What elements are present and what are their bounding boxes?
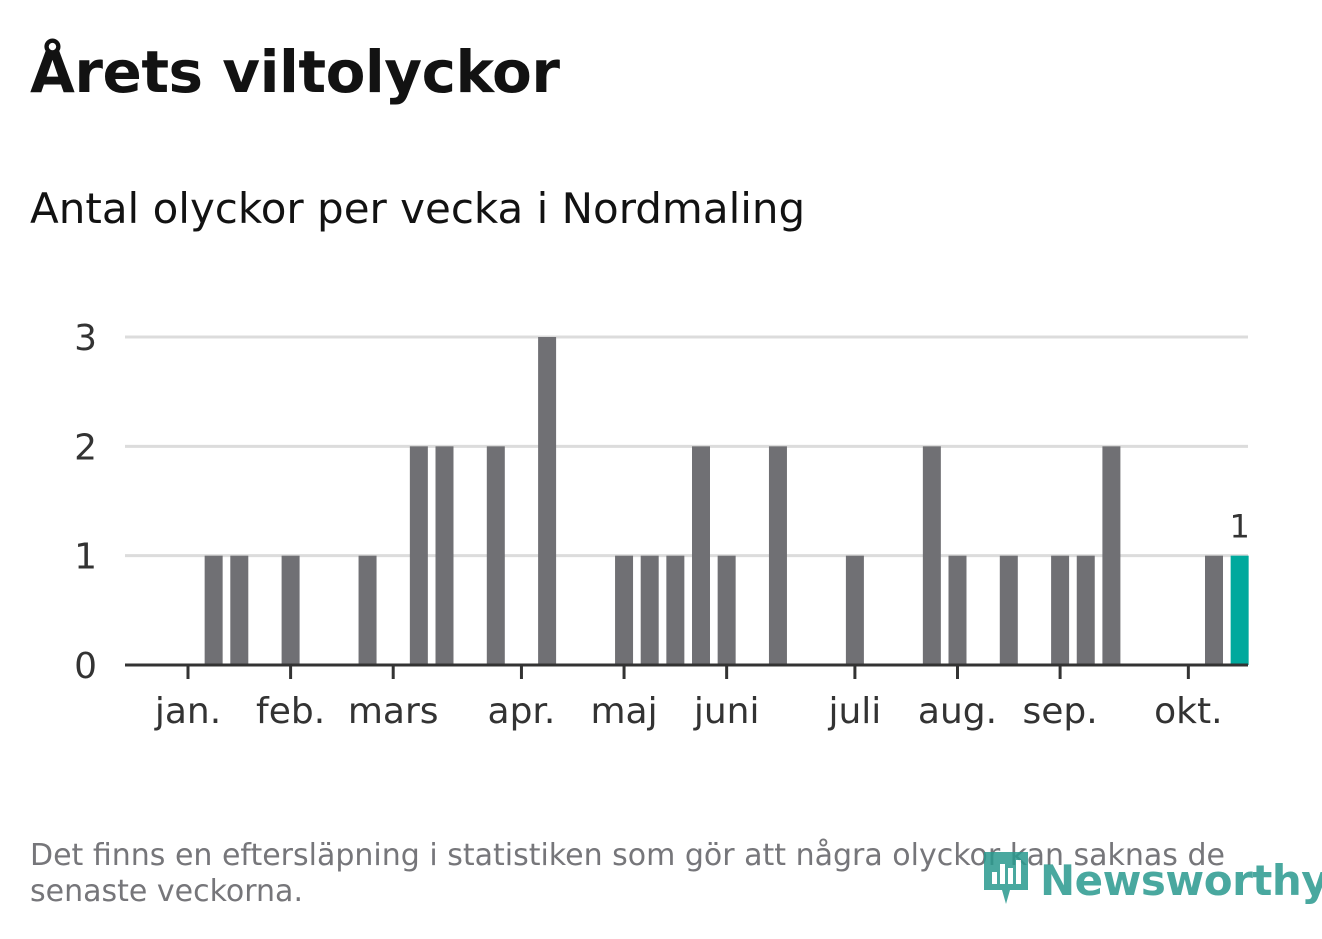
bar-week-13 (486, 446, 505, 665)
bar-week-10 (409, 446, 428, 665)
bar-week-36 (1076, 555, 1095, 665)
bar-week-21 (692, 446, 710, 665)
bar-week-27 (845, 555, 864, 665)
bar-week-42 (1230, 555, 1249, 665)
bar-week-35 (1051, 555, 1070, 665)
x-axis-labels: jan. feb. mars apr. maj juni juli aug. sep. okt. (154, 665, 1223, 732)
x-tick-label-aug.: aug. (918, 691, 997, 732)
x-tick-label-juni: juni (693, 691, 760, 732)
y-tick-label-1: 1 (74, 537, 97, 578)
bar-week-31 (948, 555, 967, 665)
bar-chart: 0 1 2 3 jan. feb. mars apr. maj juni juli aug. sep.… (74, 318, 1250, 732)
bar-week-41 (1205, 555, 1223, 665)
annotations: 1 (1229, 508, 1249, 546)
x-tick-label-mars: mars (348, 691, 439, 732)
x-tick-label-jan.: jan. (154, 691, 221, 732)
x-tick-label-juli: juli (827, 691, 881, 732)
highlight-value-label: 1 (1229, 508, 1249, 546)
x-tick-label-sep.: sep. (1022, 691, 1097, 732)
x-tick-label-maj: maj (590, 691, 657, 732)
x-tick-label-apr.: apr. (488, 691, 556, 732)
bar-week-22 (717, 555, 736, 665)
bar-week-37 (1102, 446, 1121, 665)
bar-week-18 (615, 555, 634, 665)
bar-week-15 (538, 337, 557, 665)
bar-week-24 (768, 446, 787, 665)
bar-week-2 (204, 555, 223, 665)
bar-week-20 (666, 555, 685, 665)
y-tick-label-3: 3 (74, 318, 97, 359)
bar-week-30 (922, 446, 941, 665)
bars (204, 337, 1249, 665)
y-axis-ticks: 0 1 2 3 (74, 318, 97, 687)
bar-chart-logo-icon (980, 848, 1032, 912)
bar-week-11 (435, 446, 454, 665)
y-tick-label-2: 2 (74, 427, 97, 468)
x-tick-label-okt.: okt. (1154, 691, 1222, 732)
bar-week-33 (999, 555, 1018, 665)
chart-title: Årets viltolyckor (30, 38, 560, 106)
y-tick-label-0: 0 (74, 646, 97, 687)
newsworthy-logo: Newsworthy (980, 848, 1322, 912)
bar-week-3 (230, 555, 249, 665)
bar-week-5 (281, 555, 300, 665)
bar-week-8 (358, 555, 377, 665)
bar-week-19 (640, 555, 659, 665)
logo-text: Newsworthy (1040, 855, 1322, 905)
x-tick-label-feb.: feb. (256, 691, 325, 732)
gridlines (125, 335, 1248, 558)
chart-subtitle: Antal olyckor per vecka i Nordmaling (30, 184, 806, 233)
